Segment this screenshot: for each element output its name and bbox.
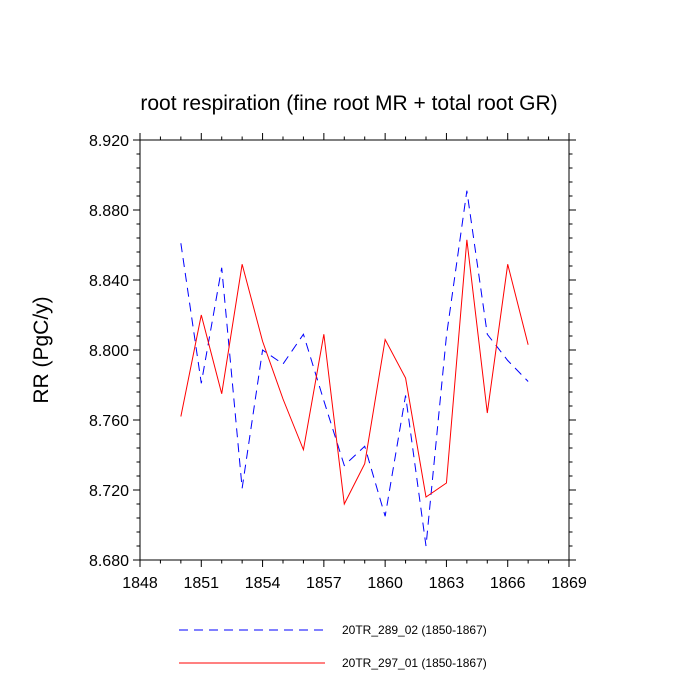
series-line-2 xyxy=(180,239,529,506)
y-tick-label: 8.720 xyxy=(89,483,129,500)
x-tick-label: 1866 xyxy=(490,575,526,592)
legend-label-2: 20TR_297_01 (1850-1867) xyxy=(342,656,487,670)
y-tick-label: 8.880 xyxy=(89,203,129,220)
legend: 20TR_289_02 (1850-1867) 20TR_297_01 (1850… xyxy=(179,623,487,670)
x-tick-label: 1851 xyxy=(183,575,219,592)
x-tick-label: 1857 xyxy=(306,575,342,592)
chart-title: root respiration (fine root MR + total r… xyxy=(140,92,557,115)
x-tick-label: 1860 xyxy=(367,575,403,592)
x-tick-label: 1863 xyxy=(429,575,465,592)
plot-frame xyxy=(139,139,570,561)
y-tick-label: 8.800 xyxy=(89,343,129,360)
y-axis-label: RR (PgC/y) xyxy=(30,296,53,403)
y-tick-label: 8.840 xyxy=(89,273,129,290)
y-tick-label: 8.760 xyxy=(89,413,129,430)
x-tick-label: 1848 xyxy=(122,575,158,592)
series-group xyxy=(180,190,529,547)
x-tick-label: 1854 xyxy=(245,575,281,592)
x-tick-label: 1869 xyxy=(551,575,587,592)
y-tick-label: 8.680 xyxy=(89,553,129,570)
legend-label-1: 20TR_289_02 (1850-1867) xyxy=(342,623,487,637)
series-line-1 xyxy=(180,190,529,547)
y-tick-label: 8.920 xyxy=(89,133,129,150)
axis-ticks: 1848 1851 1854 1857 1860 1863 1866 1869 8.680 8.7… xyxy=(89,133,587,592)
